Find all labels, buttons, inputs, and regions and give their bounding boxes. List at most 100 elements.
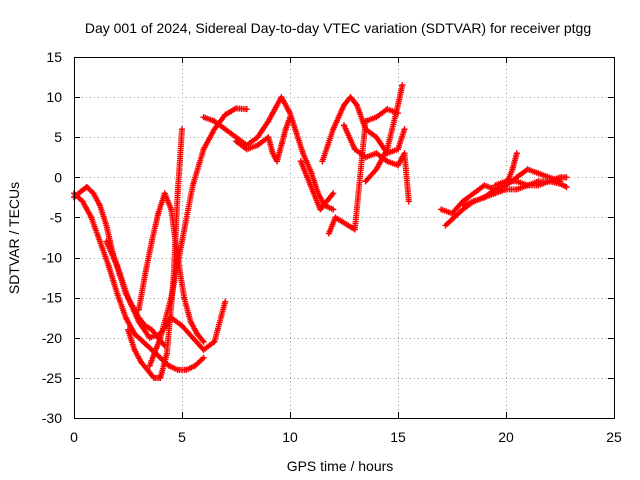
data-point <box>88 214 95 221</box>
data-point <box>103 222 110 229</box>
data-point <box>103 238 110 245</box>
data-point <box>405 198 412 205</box>
series-track-15 <box>442 166 563 229</box>
data-point <box>330 190 337 197</box>
data-point <box>157 334 164 341</box>
data-point <box>90 190 97 197</box>
data-point <box>222 126 229 133</box>
series-track-8 <box>233 114 293 165</box>
data-point <box>150 374 157 381</box>
data-point <box>347 94 354 101</box>
data-point <box>304 174 311 181</box>
data-point <box>222 298 229 305</box>
data-point <box>222 111 229 118</box>
series-track-13 <box>362 82 406 185</box>
y-tick-label: 5 <box>54 129 62 145</box>
data-point <box>362 178 369 185</box>
data-point <box>155 210 162 217</box>
data-point <box>451 214 458 221</box>
data-point <box>187 318 194 325</box>
data-point <box>265 118 272 125</box>
data-point <box>96 238 103 245</box>
data-point <box>254 142 261 149</box>
data-point <box>513 150 520 157</box>
data-point <box>373 114 380 121</box>
series-track-5 <box>146 105 250 369</box>
data-point <box>200 114 207 121</box>
data-point <box>174 190 181 197</box>
data-point <box>105 262 112 269</box>
data-point <box>125 294 131 301</box>
data-point <box>395 162 401 169</box>
data-point <box>563 174 570 181</box>
data-point <box>114 290 121 297</box>
data-point <box>233 138 239 145</box>
data-point <box>142 270 149 277</box>
data-point <box>168 294 175 301</box>
x-tick-label: 10 <box>282 429 298 445</box>
data-point <box>535 182 542 189</box>
data-point <box>233 105 239 112</box>
data-point <box>345 222 352 229</box>
data-point <box>278 94 285 101</box>
data-point <box>179 322 185 329</box>
data-point <box>131 330 138 337</box>
data-point <box>200 146 207 153</box>
data-point <box>148 238 155 245</box>
plot-frame <box>74 57 615 419</box>
data-point <box>146 334 153 341</box>
x-tick-label: 5 <box>178 429 186 445</box>
data-point <box>77 188 84 195</box>
data-point <box>546 178 553 185</box>
data-point <box>341 102 347 109</box>
y-tick-label: -30 <box>42 410 62 426</box>
data-point <box>254 134 261 141</box>
data-points <box>71 82 570 381</box>
data-point <box>341 122 347 129</box>
x-axis-label: GPS time / hours <box>287 458 394 474</box>
data-point <box>362 126 369 133</box>
data-point <box>200 354 207 361</box>
data-point <box>395 102 401 109</box>
data-point <box>96 202 103 209</box>
data-point <box>148 326 155 333</box>
data-point <box>157 374 164 381</box>
data-point <box>362 154 369 161</box>
data-point <box>163 350 170 357</box>
data-point <box>395 146 401 153</box>
series-track-17 <box>492 174 570 189</box>
data-point <box>492 182 499 189</box>
data-point <box>509 166 516 173</box>
y-tick-label: -15 <box>42 290 62 306</box>
data-point <box>181 294 188 301</box>
data-point <box>278 142 285 149</box>
data-point <box>384 106 391 113</box>
data-point <box>157 354 164 361</box>
data-point <box>317 206 324 213</box>
x-tick-label: 15 <box>390 429 406 445</box>
data-point <box>470 198 477 205</box>
data-point <box>470 190 477 197</box>
data-point <box>179 126 185 133</box>
axis-ticks: 0 5 10 15 20 25 -30 -25 -20 -15 -10 -5 0 5 10 15 <box>42 49 622 445</box>
data-point <box>114 262 121 269</box>
data-point <box>183 366 190 373</box>
data-point <box>194 330 201 337</box>
data-point <box>211 126 218 133</box>
data-point <box>373 134 380 141</box>
data-point <box>200 338 207 345</box>
data-point <box>563 183 570 190</box>
x-tick-label: 0 <box>70 429 78 445</box>
data-point <box>191 362 198 369</box>
series-trace <box>442 166 563 229</box>
data-point <box>401 150 408 157</box>
data-point <box>325 230 332 237</box>
data-point <box>131 346 138 353</box>
data-point <box>135 306 142 313</box>
y-tick-label: -5 <box>50 209 63 225</box>
data-point <box>200 346 207 353</box>
data-point <box>122 314 129 321</box>
data-point <box>535 170 542 177</box>
data-point <box>269 150 276 157</box>
